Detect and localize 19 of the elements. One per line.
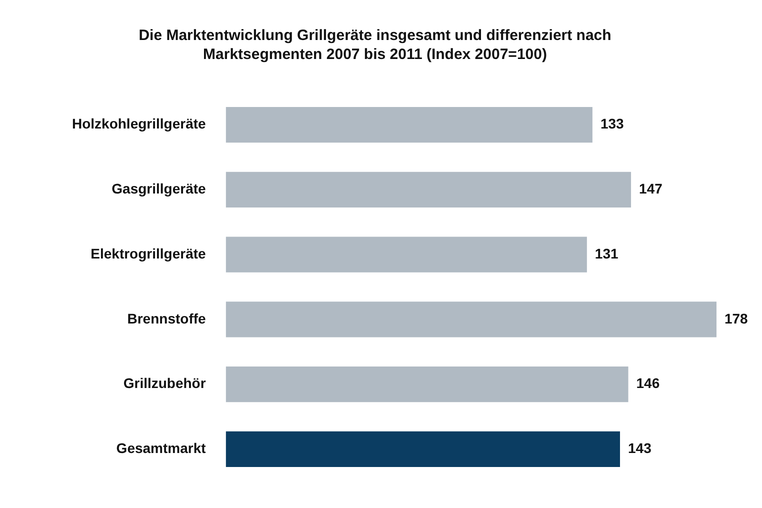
bar xyxy=(226,302,716,338)
data-label: 146 xyxy=(636,375,660,392)
y-tick-label: Gesamtmarkt xyxy=(116,440,206,456)
data-label: 147 xyxy=(639,180,663,197)
data-label: 131 xyxy=(594,245,618,262)
bar xyxy=(226,431,620,468)
y-tick-label: Gasgrillgeräte xyxy=(112,180,206,197)
y-tick-label: Brennstoffe xyxy=(127,310,206,326)
y-tick-label: Elektrogrillgeräte xyxy=(90,245,206,262)
data-label: 178 xyxy=(724,310,748,326)
data-label: 133 xyxy=(600,116,624,132)
bar xyxy=(226,236,587,272)
bar xyxy=(226,366,628,402)
data-label: 143 xyxy=(628,440,652,456)
y-tick-label: Holzkohlegrillgeräte xyxy=(72,116,206,132)
bar xyxy=(226,106,592,143)
y-tick-label: Grillzubehör xyxy=(123,375,206,392)
chart-title: Die Marktentwicklung Grillgeräte insgesamt und differenziert nach Marktsegmenten 2007 bis 2011 (Index 2007=100) xyxy=(138,26,612,64)
bar xyxy=(226,172,632,208)
